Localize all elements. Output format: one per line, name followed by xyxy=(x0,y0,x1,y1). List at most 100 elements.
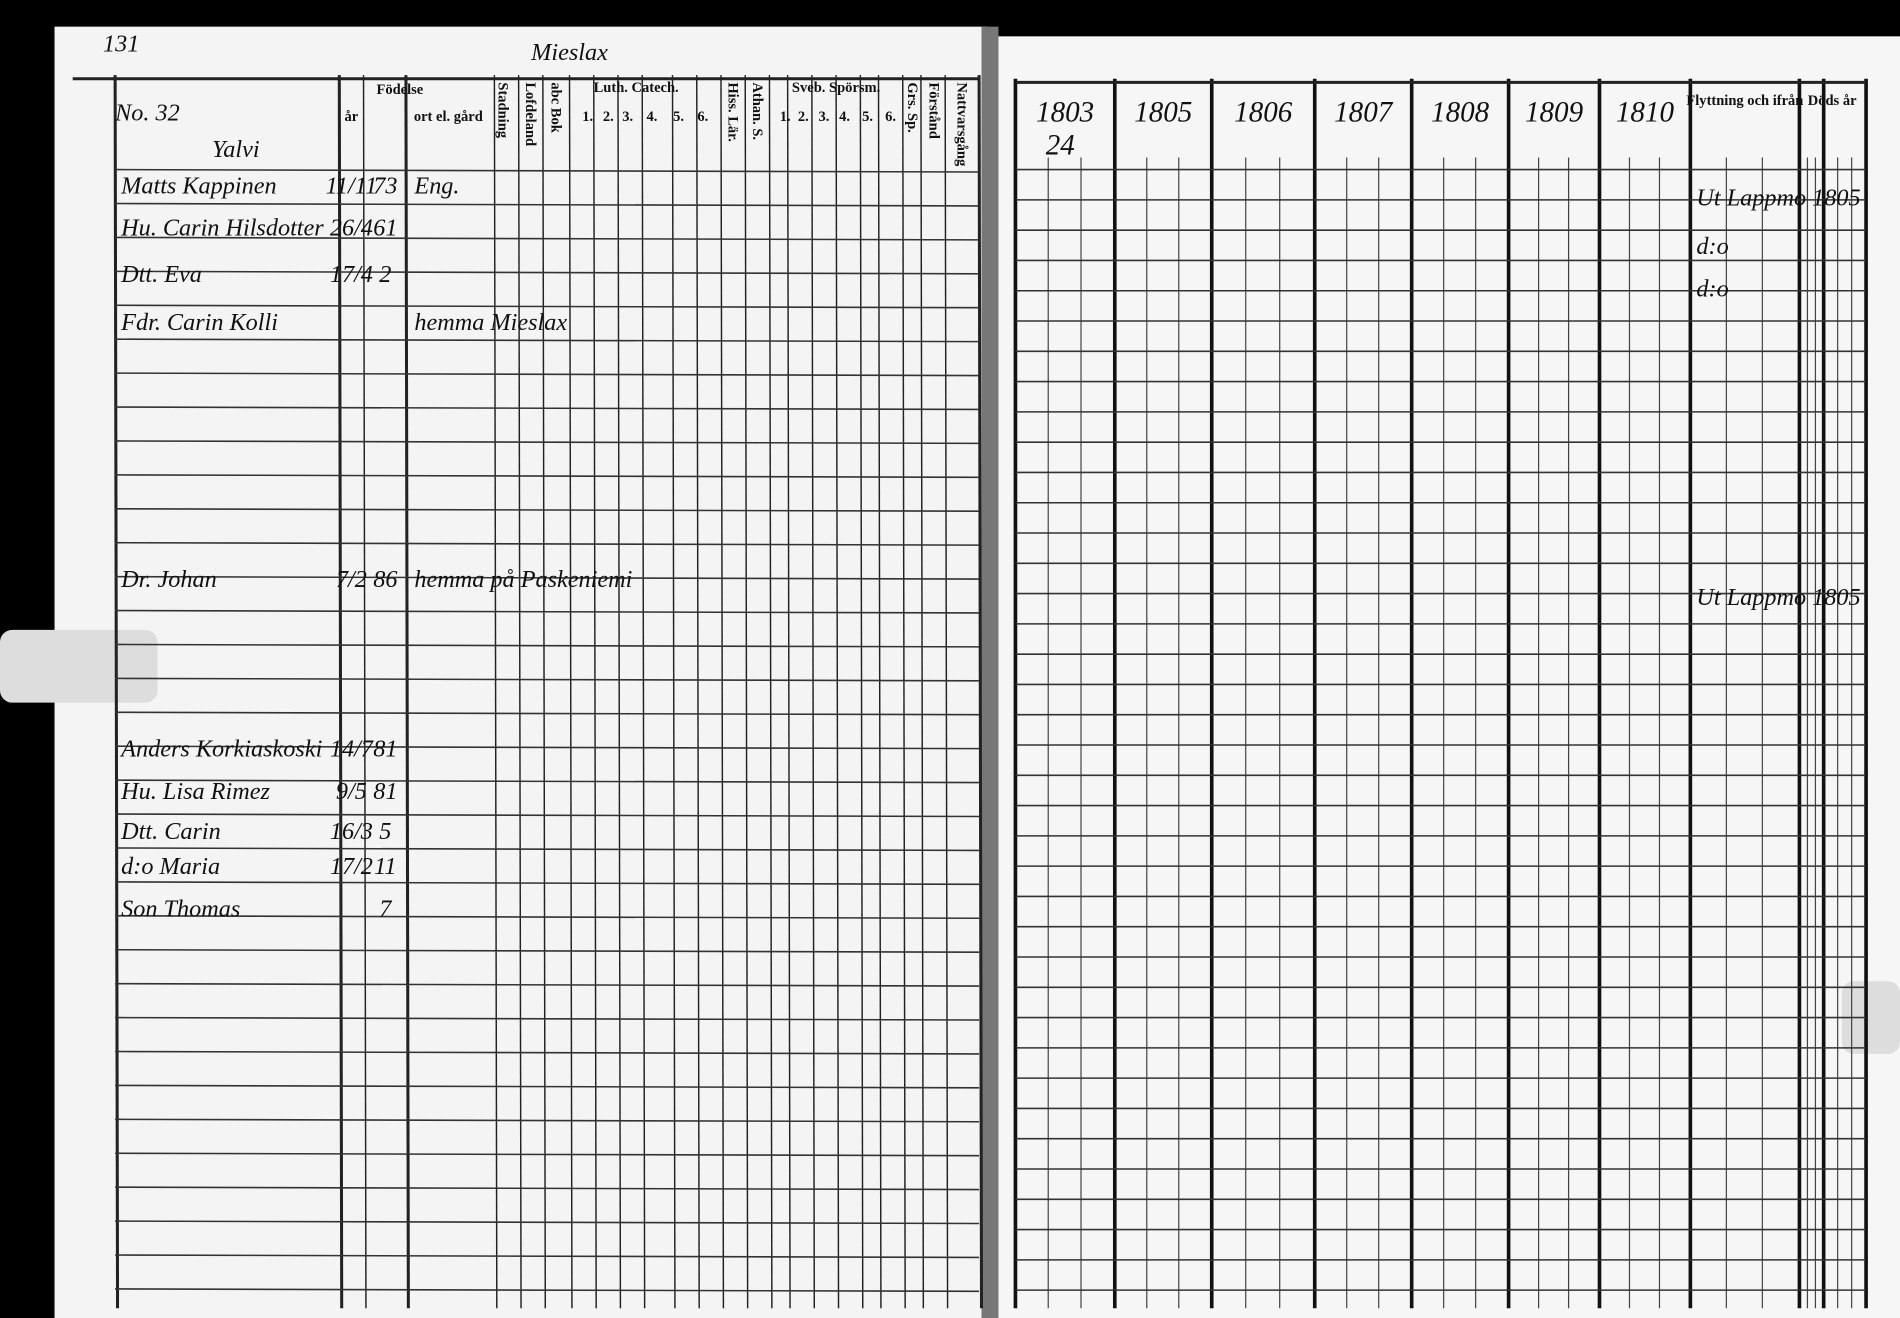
column-header: 1. xyxy=(582,109,593,125)
rule-h xyxy=(115,643,980,648)
rule-v xyxy=(113,75,120,1309)
rule-v xyxy=(786,75,791,1309)
birth-year: 73 xyxy=(373,172,397,199)
column-header: Stadning xyxy=(494,82,510,138)
rule-h xyxy=(115,507,980,512)
rule-h xyxy=(115,1152,980,1157)
birth-date: 7/2 xyxy=(336,566,367,593)
birth-year: 81 xyxy=(373,778,397,805)
person-name: Anders Korkiaskoski xyxy=(119,736,322,763)
birth-date: 14/7 xyxy=(330,736,374,763)
column-header: 4. xyxy=(646,109,657,125)
column-header: abc Bok xyxy=(548,82,564,133)
person-name: Son Thomas xyxy=(121,896,240,923)
birth-date: 26/4 xyxy=(330,215,373,242)
rule-h xyxy=(115,202,980,207)
rule-h xyxy=(115,304,980,309)
rule-h xyxy=(115,1186,980,1191)
rule-h xyxy=(115,270,980,275)
moving-note: Ut Lappmo 1805 xyxy=(1696,584,1860,611)
rule-h xyxy=(115,677,980,682)
rule-h xyxy=(115,609,980,614)
rule-v xyxy=(977,75,984,1309)
birth-year: 7 xyxy=(379,896,392,923)
rule-v xyxy=(835,75,840,1309)
moving-header: Flyttning och ifrån xyxy=(1686,93,1803,109)
column-header: 2. xyxy=(798,109,809,125)
birth-year: 86 xyxy=(373,566,397,593)
rule-v xyxy=(493,75,498,1309)
rule-h xyxy=(115,1288,980,1293)
birth-year: 81 xyxy=(373,736,397,763)
birth-place: hemma Mieslax xyxy=(414,309,567,336)
person-name: Hu. Carin Hilsdotter xyxy=(120,215,324,242)
rule-h xyxy=(115,1084,980,1089)
rule-v xyxy=(671,75,676,1309)
rule-v xyxy=(902,75,906,1309)
column-header: Luth. Catech. xyxy=(594,80,679,96)
page-number: 131 xyxy=(103,31,139,58)
person-name: Fdr. Carin Kolli xyxy=(120,309,278,336)
rule-v xyxy=(944,75,949,1309)
column-header: 2. xyxy=(603,109,614,125)
column-header: 6. xyxy=(885,109,896,125)
rule-h xyxy=(115,575,980,580)
person-name: d:o Maria xyxy=(121,853,220,880)
person-name: Dr. Johan xyxy=(120,566,217,593)
rule-v xyxy=(768,75,773,1309)
rule-h xyxy=(115,168,980,173)
rule-h xyxy=(115,1220,980,1225)
column-header: Sveb. Spörsm. xyxy=(792,80,880,96)
ruling xyxy=(72,75,1868,1309)
rule-v xyxy=(542,75,547,1309)
column-header: 5. xyxy=(862,109,873,125)
person-name: Matts Kappinen xyxy=(120,172,276,199)
column-header: år xyxy=(345,109,359,125)
birth-date: 11/11 xyxy=(326,172,378,199)
person-name: Dtt. Eva xyxy=(120,261,202,288)
rule-h xyxy=(115,948,980,953)
birth-year: 61 xyxy=(373,215,397,242)
death-header: Döds år xyxy=(1808,93,1857,109)
rule-v xyxy=(811,75,816,1309)
rule-v xyxy=(617,75,622,1309)
column-header: Förstånd xyxy=(926,82,942,138)
rule-v xyxy=(362,75,367,1309)
rule-h xyxy=(115,541,980,546)
column-header: Födelse xyxy=(376,82,423,98)
rule-v xyxy=(859,75,864,1309)
year-header: 1806 xyxy=(1234,97,1293,129)
column-header: 3. xyxy=(622,109,633,125)
rule-v xyxy=(744,75,749,1309)
rule-h xyxy=(115,847,980,852)
rule-h xyxy=(115,1050,980,1055)
person-name: Hu. Lisa Rimez xyxy=(120,778,270,805)
rule-v xyxy=(593,75,597,1309)
column-header: Nattvarsgång xyxy=(954,82,970,167)
year-header: 1807 xyxy=(1334,97,1394,129)
rule-h xyxy=(115,1254,980,1259)
rule-h xyxy=(115,881,980,886)
rule-v xyxy=(568,75,573,1309)
rule-v xyxy=(720,75,725,1309)
birth-date: 17/2 xyxy=(330,853,373,880)
birth-year: 5 xyxy=(379,818,391,845)
rule-h xyxy=(115,338,980,343)
birth-year: 2 xyxy=(379,261,391,288)
column-header: Athan. S. xyxy=(749,82,765,140)
rule-v xyxy=(877,75,882,1309)
year-header: 1808 xyxy=(1431,97,1490,129)
column-header: 6. xyxy=(697,109,708,125)
column-header: Hiss. Lär. xyxy=(725,82,741,142)
year-header: 1810 xyxy=(1616,97,1675,129)
column-header: 3. xyxy=(819,109,830,125)
rule-h xyxy=(115,372,980,377)
finger xyxy=(1841,981,1900,1054)
column-header: 1. xyxy=(780,109,791,125)
village: Mieslax xyxy=(530,39,608,66)
rule-h xyxy=(115,406,980,411)
rule-v xyxy=(337,75,344,1309)
person-name: Dtt. Carin xyxy=(120,818,221,845)
moving-note: d:o xyxy=(1696,275,1728,302)
